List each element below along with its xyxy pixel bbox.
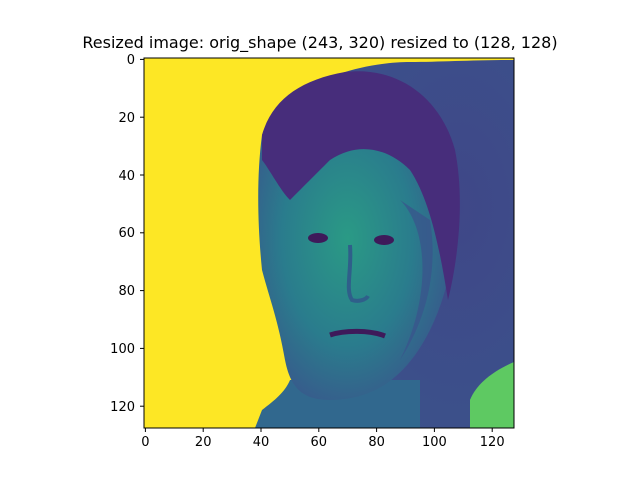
left-eye [308,233,328,243]
y-tick-label: 120 [110,400,135,415]
cheek-shadow [400,200,433,360]
x-axis: 0 20 40 60 80 100 120 [141,428,505,450]
nose [346,244,370,303]
x-tick-label: 60 [311,435,328,450]
x-tick-label: 120 [480,435,505,450]
x-tick-label: 40 [253,435,270,450]
right-eye [374,235,394,245]
y-axis: 0 20 40 60 80 100 120 [110,53,144,415]
y-tick-label: 100 [110,342,135,357]
y-tick-label: 0 [127,53,135,68]
neck-region [255,380,420,428]
y-tick-label: 20 [118,111,135,126]
x-tick-label: 80 [368,435,385,450]
x-tick-label: 20 [195,435,212,450]
axes-frame [143,57,515,429]
hair-region [262,71,460,300]
figure-title: Resized image: orig_shape (243, 320) res… [82,33,558,52]
lower-right-region [470,362,514,428]
x-tick-label: 100 [422,435,447,450]
x-tick-label: 0 [141,435,149,450]
y-tick-label: 40 [118,169,135,184]
y-tick-label: 60 [118,226,135,241]
image-content [144,58,514,428]
mouth [329,328,386,339]
y-tick-label: 80 [118,284,135,299]
